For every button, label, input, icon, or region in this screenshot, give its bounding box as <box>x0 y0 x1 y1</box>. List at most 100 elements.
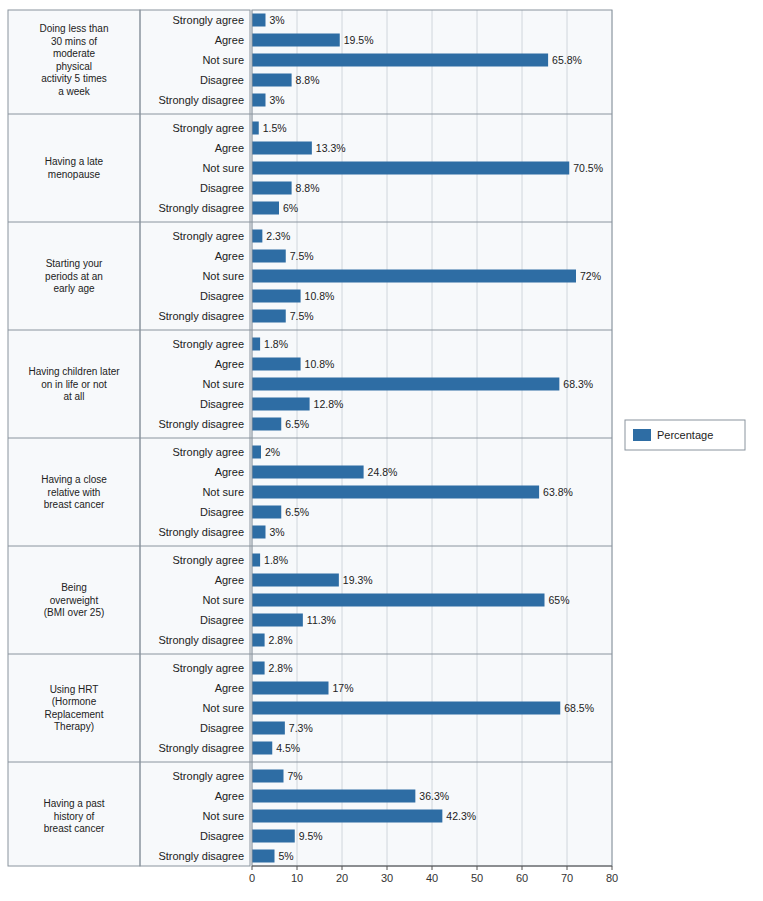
group-label: Starting yourperiods at anearly age <box>45 258 103 294</box>
data-label: 8.8% <box>296 74 320 86</box>
category-label: Strongly agree <box>172 770 244 782</box>
category-label: Agree <box>215 250 244 262</box>
category-label: Not sure <box>202 378 244 390</box>
group-label-line: at all <box>63 391 84 402</box>
bar <box>252 634 265 647</box>
group-label-line: Using HRT <box>50 684 99 695</box>
bar <box>252 338 260 351</box>
bar <box>252 14 266 27</box>
group-label: Doing less than30 mins ofmoderatephysica… <box>40 23 109 97</box>
bar <box>252 742 272 755</box>
group-label-line: Therapy) <box>54 721 94 732</box>
x-tick-label: 10 <box>291 872 303 884</box>
x-tick-label: 40 <box>426 872 438 884</box>
category-label: Strongly agree <box>172 230 244 242</box>
bar <box>252 526 266 539</box>
group-label-line: Having a late <box>45 156 104 167</box>
data-label: 7.3% <box>289 722 313 734</box>
data-label: 63.8% <box>543 486 573 498</box>
legend-label: Percentage <box>657 429 713 441</box>
x-tick <box>567 866 568 870</box>
data-label: 2.3% <box>266 230 290 242</box>
category-label: Disagree <box>200 290 244 302</box>
data-label: 6.5% <box>285 506 309 518</box>
category-label: Strongly disagree <box>158 94 244 106</box>
bar <box>252 290 301 303</box>
bar <box>252 270 576 283</box>
bar <box>252 378 559 391</box>
category-label: Agree <box>215 466 244 478</box>
data-label: 3% <box>270 94 285 106</box>
group-label-line: early age <box>53 283 95 294</box>
bar <box>252 418 281 431</box>
group-label-line: breast cancer <box>44 499 105 510</box>
bar <box>252 722 285 735</box>
plot-background <box>8 10 612 866</box>
data-label: 7.5% <box>290 250 314 262</box>
group-label-line: periods at an <box>45 271 103 282</box>
x-tick-label: 70 <box>561 872 573 884</box>
category-label: Disagree <box>200 722 244 734</box>
bar <box>252 162 569 175</box>
bar <box>252 574 339 587</box>
category-label: Strongly disagree <box>158 202 244 214</box>
group-label-line: Doing less than <box>40 23 109 34</box>
category-label: Strongly agree <box>172 338 244 350</box>
x-tick <box>612 866 613 870</box>
x-tick-label: 0 <box>249 872 255 884</box>
data-label: 6% <box>283 202 298 214</box>
bar <box>252 230 262 243</box>
bar <box>252 446 261 459</box>
group-label-line: history of <box>54 811 95 822</box>
category-label: Strongly agree <box>172 14 244 26</box>
bar <box>252 142 312 155</box>
group-separator <box>8 546 612 547</box>
data-label: 11.3% <box>307 614 336 626</box>
x-tick <box>432 866 433 870</box>
x-tick <box>342 866 343 870</box>
x-tick-label: 60 <box>516 872 528 884</box>
category-label: Agree <box>215 34 244 46</box>
legend-swatch <box>633 429 651 441</box>
category-label: Strongly disagree <box>158 310 244 322</box>
plot-frame <box>252 10 612 866</box>
category-label: Strongly agree <box>172 122 244 134</box>
group-label-line: Having a close <box>41 474 107 485</box>
data-label: 36.3% <box>419 790 449 802</box>
data-label: 42.3% <box>446 810 476 822</box>
bar <box>252 398 310 411</box>
data-label: 19.3% <box>343 574 373 586</box>
category-label: Strongly agree <box>172 446 244 458</box>
bar <box>252 182 292 195</box>
bar <box>252 850 275 863</box>
group-label-line: moderate <box>53 48 96 59</box>
group-label-line: Replacement <box>45 709 104 720</box>
data-label: 8.8% <box>296 182 320 194</box>
bar <box>252 34 340 47</box>
x-tick <box>522 866 523 870</box>
group-label: Having a close relative withbreast cancer <box>41 474 107 510</box>
data-label: 17% <box>333 682 354 694</box>
x-tick <box>297 866 298 870</box>
data-label: 2.8% <box>269 662 293 674</box>
group-label-line: activity 5 times <box>41 73 107 84</box>
bar <box>252 830 295 843</box>
x-tick <box>387 866 388 870</box>
data-label: 10.8% <box>305 358 335 370</box>
x-tick-label: 20 <box>336 872 348 884</box>
group-label-line: breast cancer <box>44 823 105 834</box>
bar <box>252 122 259 135</box>
group-separator <box>8 222 612 223</box>
group-label-line: Being <box>61 582 87 593</box>
data-label: 65.8% <box>552 54 582 66</box>
category-label: Not sure <box>202 162 244 174</box>
category-label: Strongly disagree <box>158 850 244 862</box>
group-column-frame <box>8 10 140 866</box>
category-label: Disagree <box>200 182 244 194</box>
bar <box>252 74 292 87</box>
group-label-line: relative with <box>48 487 101 498</box>
group-label: Using HRT(HormoneReplacementTherapy) <box>45 684 104 733</box>
category-label: Strongly disagree <box>158 634 244 646</box>
x-tick <box>252 866 253 870</box>
data-label: 9.5% <box>299 830 323 842</box>
